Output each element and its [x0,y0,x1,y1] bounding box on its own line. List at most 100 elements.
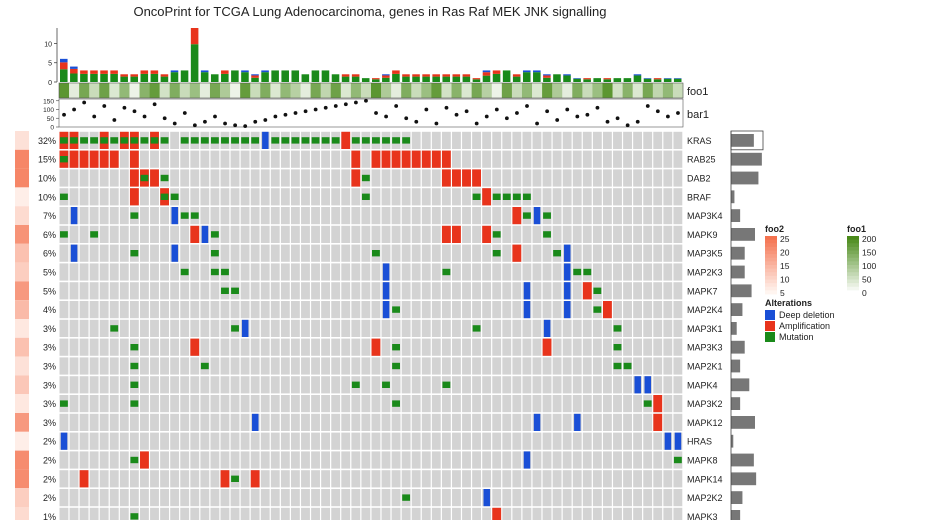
matrix-cell [371,169,381,187]
top-bar-amp [140,70,149,74]
matrix-cell [361,225,371,243]
matrix-cell [160,244,170,262]
foo1-cell [481,83,493,98]
matrix-cell [79,263,89,281]
matrix-cell [371,432,381,450]
matrix-cell [532,338,542,356]
gene-label: MAPK12 [687,418,723,428]
matrix-cell [462,150,471,168]
matrix-cell [502,244,512,262]
matrix-cell [321,169,331,187]
matrix-cell [421,244,431,262]
matrix-cell [441,319,451,337]
bar1-point [585,112,590,117]
matrix-cell [351,395,361,413]
matrix-cell [663,301,673,319]
matrix-cell [643,150,653,168]
matrix-cell [341,395,351,413]
matrix-cell [180,376,190,394]
matrix-cell [411,263,421,281]
matrix-cell [441,357,451,375]
gene-percent: 2% [43,474,56,484]
matrix-cell [602,432,612,450]
alteration-deep-deletion [533,413,541,431]
matrix-cell [240,207,250,225]
matrix-cell [411,169,421,187]
gene-label: MAP3K4 [687,211,723,221]
alteration-amplification [381,150,391,168]
alteration-mutation [372,250,380,257]
matrix-cell [280,489,290,507]
matrix-cell [502,376,512,394]
matrix-cell [572,131,582,149]
matrix-cell [200,395,210,413]
alteration-mutation [361,193,370,200]
matrix-cell [411,376,421,394]
matrix-cell [673,319,683,337]
matrix-cell [542,188,552,206]
bar1-axis-tick-label: 50 [47,116,55,123]
alteration-mutation [311,137,320,144]
alteration-mutation [160,174,169,182]
matrix-cell [210,451,220,469]
matrix-cell [341,263,351,281]
alteration-amplification [129,150,139,168]
matrix-cell [582,244,592,262]
matrix-cell [331,432,341,450]
matrix-cell [89,319,99,337]
matrix-cell [572,244,582,262]
foo2-legend-swatch [765,268,777,273]
top-bar-amp [392,70,400,74]
matrix-cell [220,395,230,413]
top-bar-amp [512,74,521,77]
alteration-amplification [411,150,421,168]
matrix-cell [633,357,643,375]
matrix-cell [592,376,602,394]
matrix-cell [492,489,502,507]
matrix-cell [200,282,210,300]
matrix-cell [411,507,421,520]
matrix-cell [140,188,149,206]
alteration-mutation [130,250,139,257]
matrix-cell [663,395,673,413]
alteration-mutation [60,231,68,238]
matrix-cell [59,376,69,394]
matrix-cell [673,338,683,356]
matrix-cell [160,357,170,375]
matrix-cell [180,432,190,450]
matrix-cell [391,432,401,450]
matrix-cell [552,263,562,281]
top-bar-amp [452,74,461,77]
matrix-cell [119,432,129,450]
matrix-cell [250,338,260,356]
matrix-cell [673,376,683,394]
bar1-point [253,119,258,124]
matrix-cell [260,263,270,281]
matrix-cell [140,432,149,450]
right-bar [731,416,755,429]
alteration-mutation [110,137,119,144]
matrix-cell [260,413,270,431]
alteration-mutation [522,212,531,219]
foo1-legend-tick: 100 [862,261,876,271]
matrix-cell [119,319,129,337]
right-bar [731,491,743,504]
foo2-cell [15,394,29,413]
top-bar-amp [130,74,139,77]
foo1-cell [451,83,462,98]
matrix-cell [119,225,129,243]
matrix-cell [623,207,632,225]
matrix-cell [59,357,69,375]
matrix-cell [59,244,69,262]
matrix-cell [602,169,612,187]
matrix-cell [59,451,69,469]
matrix-cell [280,169,290,187]
top-bar-mut [412,76,420,82]
matrix-cell [361,244,371,262]
matrix-cell [502,489,512,507]
matrix-cell [613,169,622,187]
matrix-cell [452,470,461,488]
alteration-mutation [221,137,229,144]
bar1-point [213,114,217,119]
matrix-cell [180,188,190,206]
